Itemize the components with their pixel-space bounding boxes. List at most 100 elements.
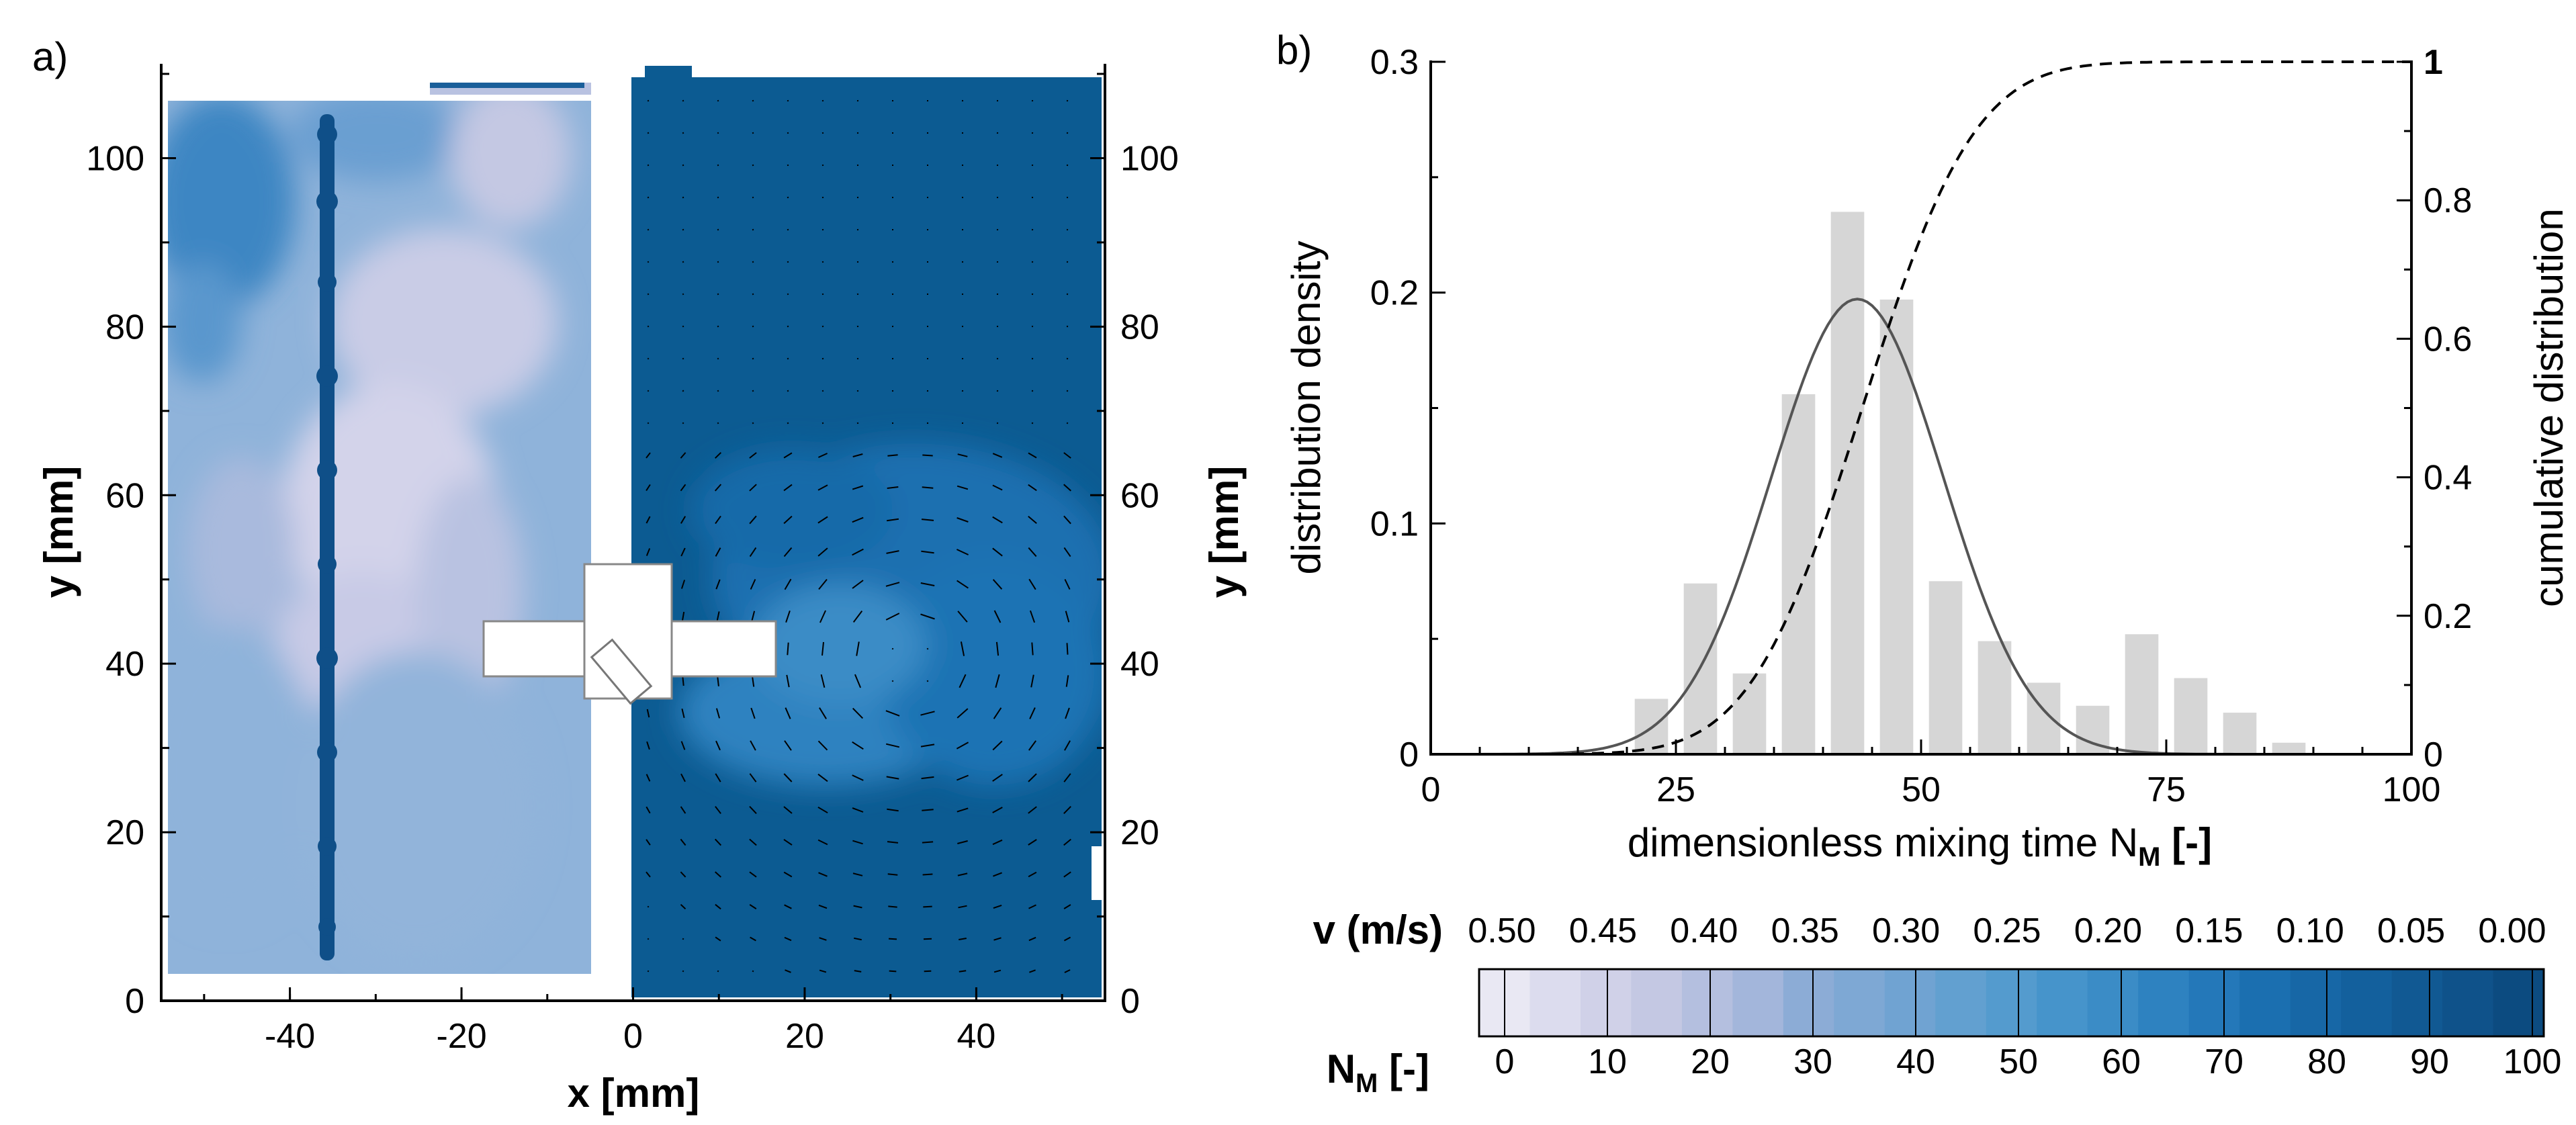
velocity-field	[631, 77, 1102, 997]
vector-arrow	[787, 325, 789, 328]
vector-arrow	[854, 970, 862, 973]
vector-arrow	[957, 807, 969, 813]
colorbar-gridlines	[1504, 969, 2533, 1036]
vector-arrow	[1028, 452, 1037, 459]
vector-arrow	[957, 611, 968, 623]
vector-arrow	[682, 357, 684, 360]
vector-arrow	[1065, 675, 1069, 687]
vector-arrow	[1066, 293, 1069, 296]
vector-arrow	[749, 452, 757, 459]
histogram-bar	[2125, 634, 2159, 754]
vector-arrow	[717, 325, 719, 328]
vector-arrow	[750, 740, 756, 751]
vector-arrow	[682, 164, 684, 167]
normal-fit-line	[1431, 298, 2411, 756]
vector-arrow	[959, 970, 967, 973]
vector-arrow	[886, 550, 899, 554]
vector-arrow	[1063, 773, 1071, 782]
probe-line	[316, 114, 338, 960]
vector-arrow	[957, 580, 969, 589]
vector-arrow	[752, 196, 754, 199]
x-tick-label: 50	[1902, 770, 1941, 809]
vector-arrow	[716, 611, 720, 622]
vector-arrow	[717, 261, 719, 263]
colorbar-nm-value: 60	[2102, 1042, 2141, 1081]
colorbar: v (m/s) 0.50 0.45 0.40 0.35 0.30 0.25 0.20 0.15…	[1313, 907, 2562, 1098]
y-tick-label-left: 80	[105, 308, 144, 347]
vector-arrow	[817, 547, 828, 557]
colorbar-v-value: 0.10	[2276, 911, 2344, 950]
vector-arrow	[922, 873, 933, 876]
vector-arrow	[787, 390, 789, 392]
vector-arrow	[852, 807, 864, 813]
vector-arrow	[993, 904, 1002, 909]
vector-arrow	[783, 871, 793, 878]
vector-arrow	[1066, 164, 1069, 167]
vector-arrow	[993, 872, 1002, 877]
vector-arrow	[921, 519, 934, 521]
x-tick-label: 25	[1656, 770, 1695, 809]
vector-arrow	[647, 164, 650, 167]
colorbar-cell	[2087, 969, 2139, 1036]
vector-arrow	[1031, 293, 1034, 296]
vector-arrow	[957, 774, 969, 781]
vector-arrow	[852, 485, 864, 490]
vector-arrow	[885, 582, 900, 587]
vector-arrow	[1031, 390, 1034, 392]
vector-arrow	[956, 741, 969, 750]
vector-arrow	[783, 806, 793, 814]
vector-arrow	[852, 741, 864, 750]
vector-arrow	[787, 293, 789, 296]
colorbar-cell	[2493, 969, 2544, 1036]
vector-arrow	[995, 674, 1000, 688]
vector-arrow	[992, 453, 1003, 458]
colorbar-nm-label: NM [-]	[1327, 1046, 1429, 1098]
y-tick-label-right: 0.6	[2424, 320, 2472, 359]
vector-arrow	[1066, 325, 1069, 328]
y-tick-label-left: 0	[125, 982, 144, 1021]
colorbar-cell	[1884, 969, 1936, 1036]
colorbar-cells	[1479, 969, 2544, 1036]
panel-a: a)	[32, 34, 1247, 1116]
x-tick-label: 100	[2383, 770, 2441, 809]
vector-arrow	[682, 132, 684, 134]
vector-arrow	[749, 484, 757, 492]
vector-arrow	[922, 486, 934, 489]
vector-arrow	[786, 674, 790, 688]
vector-arrow	[992, 774, 1003, 782]
vector-arrow	[818, 872, 828, 877]
vector-arrow	[1029, 610, 1036, 623]
colorbar-nm-value: 0	[1495, 1042, 1515, 1081]
vector-arrow	[817, 516, 828, 524]
colorbar-nm-value: 80	[2307, 1042, 2346, 1081]
vector-arrow	[715, 740, 721, 751]
vector-arrow	[993, 969, 1002, 973]
vector-arrow	[922, 809, 934, 811]
vector-arrow	[750, 579, 756, 590]
vector-arrow	[1064, 740, 1071, 751]
colorbar-cell	[2188, 969, 2240, 1036]
vector-arrow	[717, 164, 719, 167]
colorbar-v-value: 0.05	[2377, 911, 2445, 950]
vector-arrow	[646, 548, 651, 556]
panel-a-label: a)	[32, 34, 68, 79]
vector-arrow	[992, 839, 1003, 846]
vector-arrow	[958, 905, 967, 909]
vector-arrow	[1064, 969, 1071, 973]
x-tick-label: -40	[265, 1017, 315, 1056]
vector-arrow	[852, 610, 863, 623]
vector-arrow	[717, 196, 719, 199]
y-tick-label-left: 100	[86, 139, 144, 178]
vector-arrow	[1066, 132, 1069, 134]
vector-arrow	[1031, 261, 1034, 263]
vector-arrow	[1066, 196, 1069, 199]
vector-arrow	[854, 674, 862, 688]
colorbar-nm-value: 100	[2503, 1042, 2562, 1081]
vector-arrow	[957, 517, 969, 523]
vector-arrow	[819, 610, 827, 623]
vector-arrow	[957, 872, 968, 876]
vector-arrow	[993, 707, 1002, 719]
vector-arrow	[818, 578, 828, 590]
colorbar-cell	[1732, 969, 1784, 1036]
